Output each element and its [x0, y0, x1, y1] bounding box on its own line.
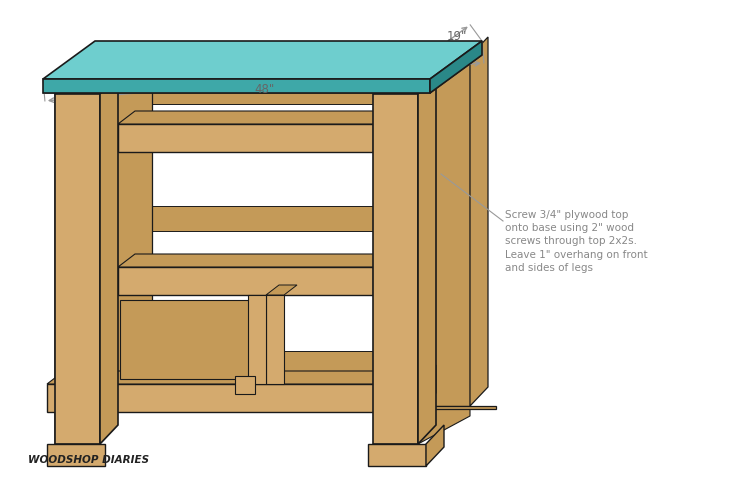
Polygon shape	[118, 125, 373, 153]
Polygon shape	[43, 56, 482, 94]
Polygon shape	[100, 76, 118, 444]
Polygon shape	[425, 57, 470, 406]
Polygon shape	[47, 371, 435, 384]
Polygon shape	[107, 77, 470, 105]
Polygon shape	[235, 376, 255, 394]
Polygon shape	[118, 112, 390, 125]
Text: WOODSHOP DIARIES: WOODSHOP DIARIES	[28, 454, 149, 464]
Polygon shape	[107, 206, 470, 231]
Polygon shape	[47, 384, 418, 412]
Polygon shape	[120, 301, 250, 379]
Text: 48": 48"	[255, 83, 275, 96]
Polygon shape	[118, 267, 373, 295]
Polygon shape	[426, 425, 444, 466]
Polygon shape	[55, 57, 107, 444]
Polygon shape	[266, 285, 297, 295]
Text: Screw 3/4" plywood top
onto base using 2" wood
screws through top 2x2s.
Leave 1": Screw 3/4" plywood top onto base using 2…	[505, 209, 647, 272]
Polygon shape	[43, 42, 482, 80]
Polygon shape	[107, 351, 470, 374]
Polygon shape	[47, 444, 105, 466]
Polygon shape	[368, 444, 426, 466]
Polygon shape	[418, 76, 436, 444]
Polygon shape	[430, 42, 482, 94]
Polygon shape	[418, 57, 470, 444]
Polygon shape	[266, 295, 284, 384]
Polygon shape	[55, 95, 100, 444]
Polygon shape	[470, 38, 488, 406]
Polygon shape	[118, 254, 390, 267]
Polygon shape	[107, 57, 152, 406]
Polygon shape	[373, 95, 418, 444]
Polygon shape	[418, 365, 436, 412]
Polygon shape	[248, 295, 266, 384]
Polygon shape	[43, 80, 430, 94]
Polygon shape	[420, 406, 496, 409]
Polygon shape	[99, 406, 157, 409]
Text: 19": 19"	[446, 30, 466, 43]
